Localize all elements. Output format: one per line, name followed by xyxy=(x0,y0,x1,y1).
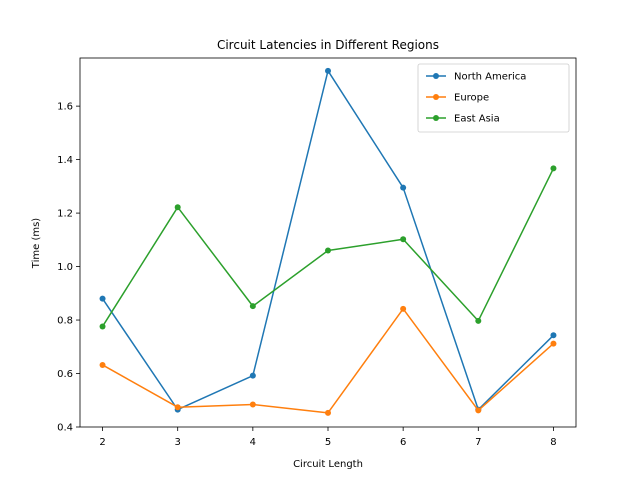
data-point-europe xyxy=(400,305,407,312)
series-layer xyxy=(99,67,557,416)
x-tick-label: 2 xyxy=(99,437,105,448)
series-east-asia xyxy=(99,165,557,330)
x-tick-label: 5 xyxy=(325,437,331,448)
data-point-europe xyxy=(325,409,331,416)
y-tick-label: 0.6 xyxy=(57,369,73,380)
legend-box xyxy=(417,63,570,133)
data-point-east-asia xyxy=(249,303,256,310)
legend-label-europe: Europe xyxy=(454,93,489,104)
y-axis-label: Time (ms) xyxy=(31,218,42,270)
data-point-east-asia xyxy=(550,165,557,172)
x-tick-label: 6 xyxy=(400,437,406,448)
data-point-europe xyxy=(99,361,106,368)
legend-label-north-america: North America xyxy=(454,72,526,83)
x-tick-label: 7 xyxy=(475,437,481,448)
data-point-east-asia xyxy=(174,204,181,211)
y-tick-label: 0.4 xyxy=(57,423,73,434)
legend-label-east-asia: East Asia xyxy=(454,114,500,125)
x-tick-label: 8 xyxy=(550,437,556,448)
legend-marker-north-america xyxy=(433,73,439,79)
data-point-north-america xyxy=(550,332,557,339)
data-point-europe xyxy=(550,340,557,347)
x-tick-label: 3 xyxy=(175,437,181,448)
y-axis-ticks: 0.4 0.6 0.8 1.0 1.2 1.4 1.6 xyxy=(57,102,80,434)
data-point-east-asia xyxy=(99,323,106,330)
series-europe xyxy=(99,305,557,416)
legend-marker-east-asia xyxy=(433,115,439,121)
data-point-europe xyxy=(174,404,181,411)
y-tick-label: 1.6 xyxy=(57,102,73,113)
data-point-east-asia xyxy=(475,317,482,324)
data-point-east-asia xyxy=(325,247,331,254)
data-point-north-america xyxy=(99,295,106,302)
legend-marker-europe xyxy=(433,94,439,100)
legend: North America Europe East Asia xyxy=(417,63,570,133)
y-tick-label: 0.8 xyxy=(57,316,73,327)
y-tick-label: 1.0 xyxy=(57,262,73,273)
y-tick-label: 1.4 xyxy=(57,155,73,166)
x-tick-label: 4 xyxy=(250,437,256,448)
data-point-north-america xyxy=(249,372,256,379)
x-axis-label: Circuit Length xyxy=(293,459,363,470)
y-tick-label: 1.2 xyxy=(57,209,73,220)
data-point-north-america xyxy=(325,67,331,74)
data-point-east-asia xyxy=(400,236,407,243)
data-point-europe xyxy=(475,407,482,414)
chart-title: Circuit Latencies in Different Regions xyxy=(217,38,439,52)
data-point-north-america xyxy=(400,184,407,191)
data-point-europe xyxy=(249,401,256,408)
x-axis-ticks: 2 3 4 5 6 7 8 xyxy=(99,427,557,448)
